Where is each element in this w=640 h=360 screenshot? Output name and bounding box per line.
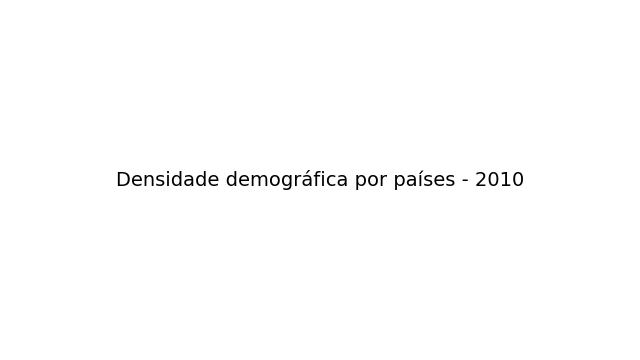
Text: Densidade demográfica por países - 2010: Densidade demográfica por países - 2010 xyxy=(116,170,524,190)
